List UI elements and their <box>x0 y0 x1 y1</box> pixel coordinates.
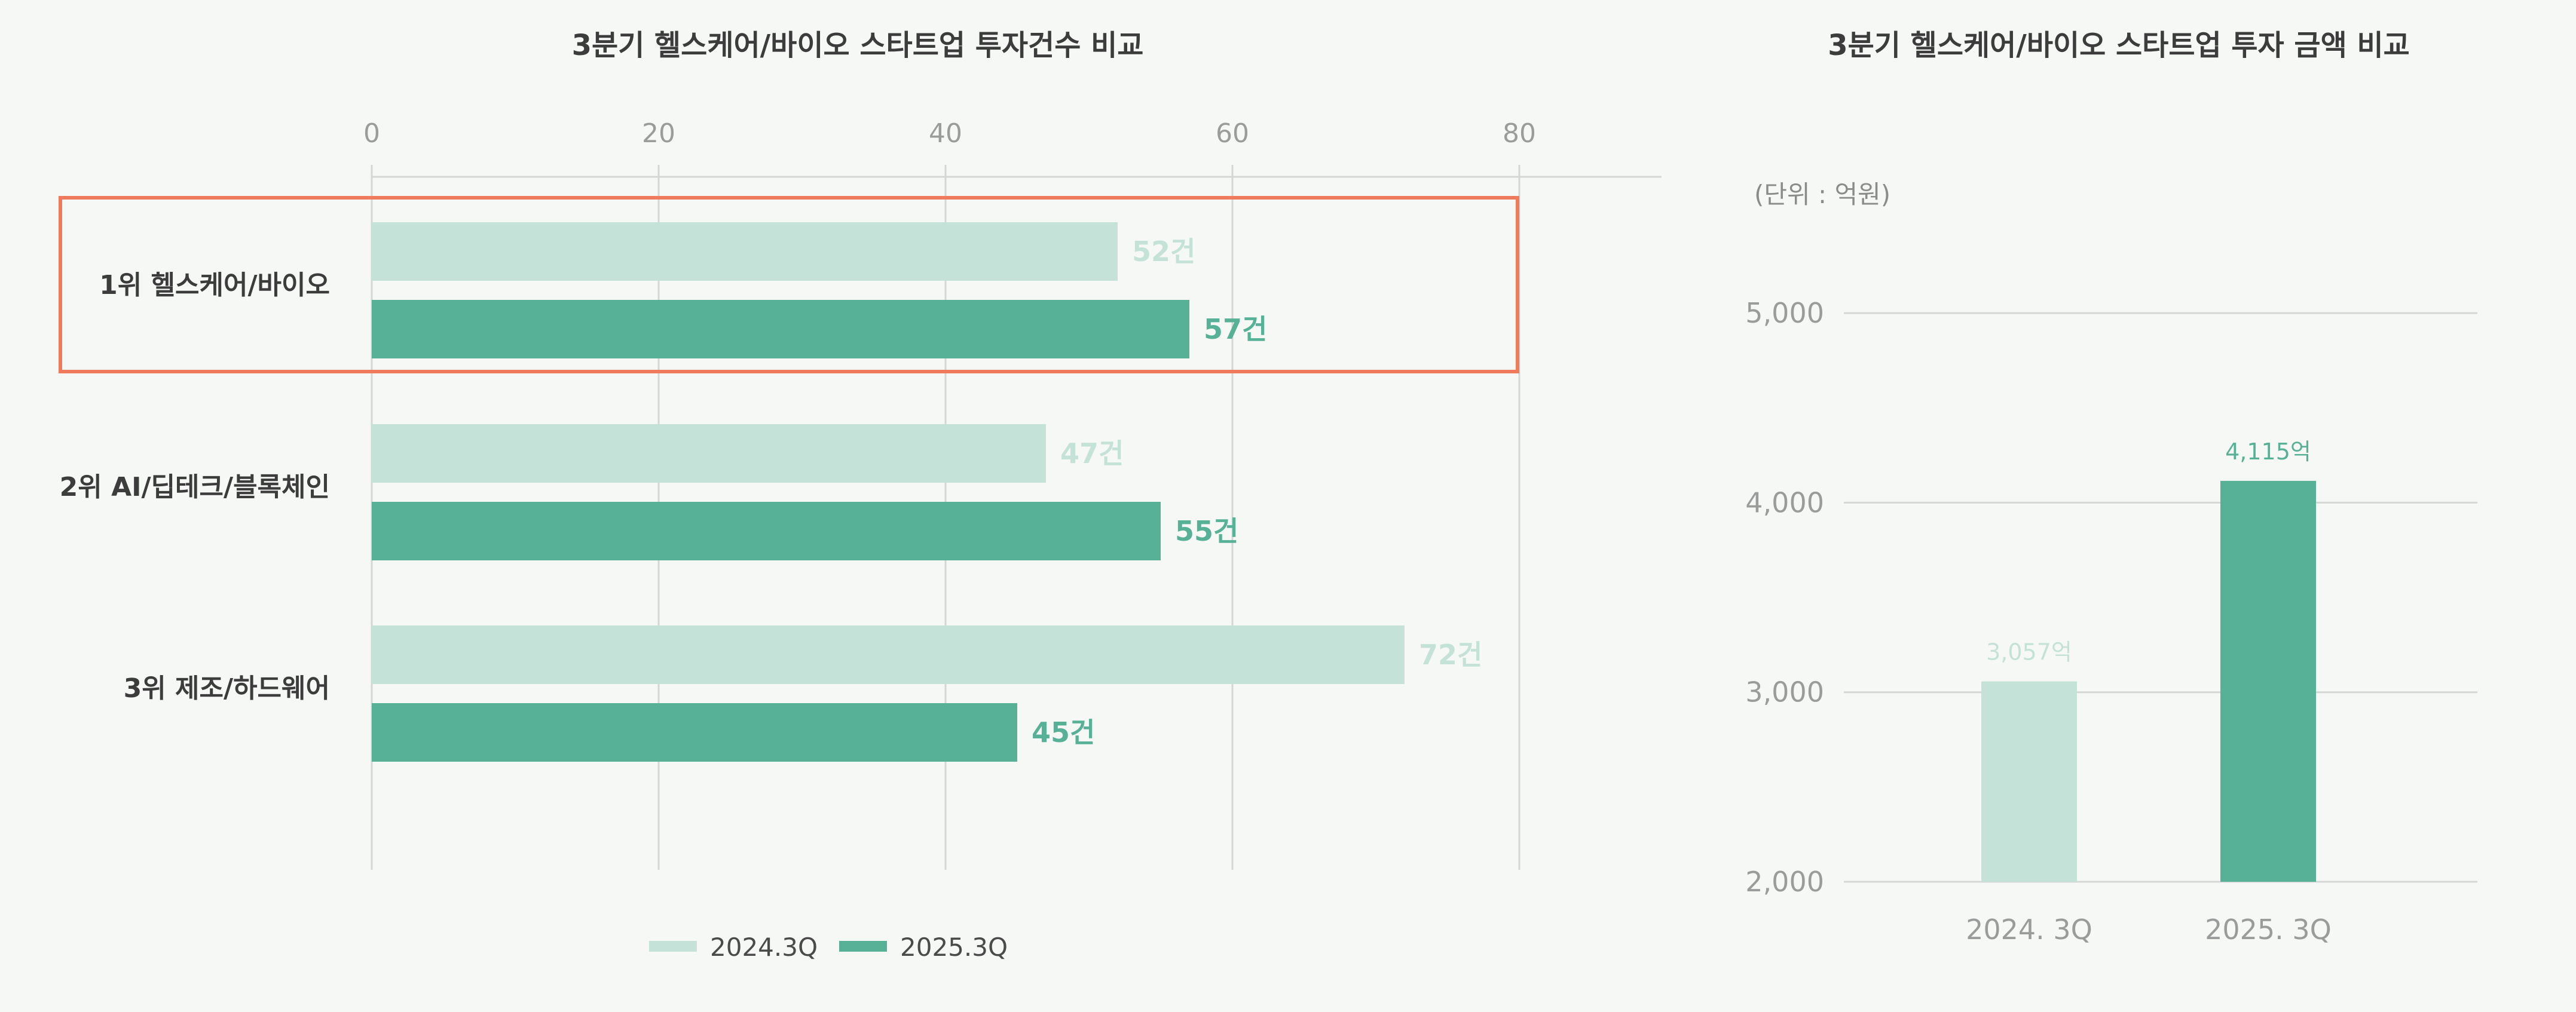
count-chart-data-labels: 52건 57건 47건 55건 72건 45건 <box>1032 235 1482 749</box>
amount-chart-y-tick-label: 4,000 <box>1745 486 1824 519</box>
amount-chart-x-category-label: 2025. 3Q <box>2205 913 2332 946</box>
amount-chart-title: 3분기 헬스케어/바이오 스타트업 투자 금액 비교 <box>1828 29 2410 62</box>
count-bar-2024 <box>372 222 1118 281</box>
legend-swatch-2024 <box>649 941 697 952</box>
count-bar-2025 <box>372 502 1161 560</box>
count-bar-label: 45건 <box>1032 716 1095 749</box>
amount-bar-2024 <box>1981 681 2077 882</box>
count-chart-category-label: 1위 헬스케어/바이오 <box>99 270 330 300</box>
amount-bar-2025 <box>2220 480 2316 882</box>
amount-chart-y-tick-label: 2,000 <box>1745 866 1824 898</box>
count-bar-label: 57건 <box>1204 313 1267 345</box>
count-bar-label: 72건 <box>1419 639 1482 671</box>
count-bar-2024 <box>372 424 1046 483</box>
count-chart-categories: 1위 헬스케어/바이오 2위 AI/딥테크/블록체인 3위 제조/하드웨어 <box>60 270 330 704</box>
legend-label-2025: 2025.3Q <box>900 933 1008 962</box>
count-chart-x-tick-label: 60 <box>1216 118 1249 149</box>
count-chart-title: 3분기 헬스케어/바이오 스타트업 투자건수 비교 <box>572 29 1144 62</box>
count-chart-category-label: 2위 AI/딥테크/블록체인 <box>60 472 330 502</box>
legend-label-2024: 2024.3Q <box>710 933 818 962</box>
amount-bar-label: 3,057억 <box>1986 639 2072 666</box>
amount-chart-y-tick-label: 5,000 <box>1745 297 1824 329</box>
amount-chart-grid: 2,000 3,000 4,000 5,000 <box>1745 297 2477 898</box>
count-bar-2025 <box>372 300 1189 358</box>
count-chart-x-tick-label: 40 <box>929 118 962 149</box>
count-chart-x-tick-label: 20 <box>642 118 675 149</box>
count-chart-x-tick-label: 0 <box>363 118 380 149</box>
legend-swatch-2025 <box>839 941 887 952</box>
count-chart-x-ticks: 0 20 40 60 80 <box>363 118 1536 149</box>
count-bar-label: 52건 <box>1132 235 1195 268</box>
count-bar-label: 55건 <box>1175 515 1238 547</box>
amount-bar-label: 4,115억 <box>2225 438 2311 465</box>
count-chart-x-tick-label: 80 <box>1503 118 1536 149</box>
count-chart-bars <box>372 222 1405 762</box>
amount-chart-labels: 3,057억 2024. 3Q 4,115억 2025. 3Q <box>1966 438 2332 946</box>
amount-chart-y-tick-label: 3,000 <box>1745 676 1824 709</box>
top-category-highlight-box <box>59 196 1519 373</box>
amount-chart-unit-label: (단위 : 억원) <box>1754 180 1890 209</box>
count-bar-2024 <box>372 625 1405 684</box>
legend: 2024.3Q 2025.3Q <box>649 933 1008 962</box>
amount-chart-bars <box>1981 480 2316 882</box>
amount-chart-x-category-label: 2024. 3Q <box>1966 913 2092 946</box>
count-bar-label: 47건 <box>1060 437 1124 470</box>
count-chart-category-label: 3위 제조/하드웨어 <box>124 673 330 704</box>
count-bar-2025 <box>372 703 1017 762</box>
